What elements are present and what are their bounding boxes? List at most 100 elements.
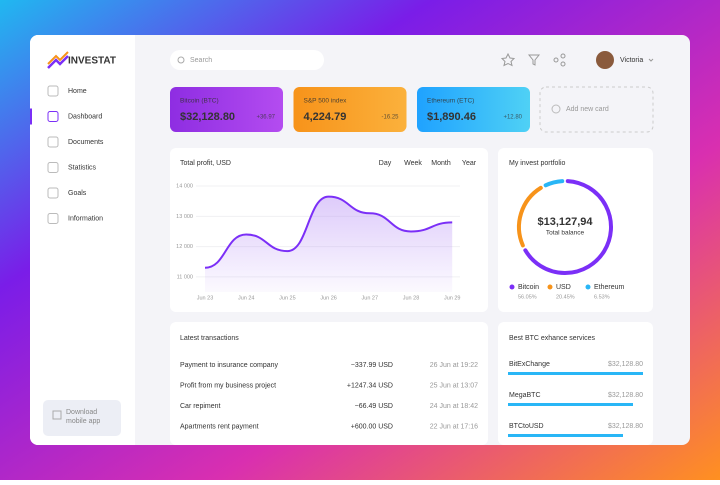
transaction-date: 25 Jun at 13:07 <box>430 382 478 389</box>
y-tick-label: 12 000 <box>176 244 193 250</box>
add-card[interactable] <box>539 86 654 133</box>
x-tick-label: Jun 25 <box>279 295 296 301</box>
y-tick-label: 14 000 <box>176 184 193 190</box>
period-tab[interactable]: Month <box>431 160 451 167</box>
avatar[interactable] <box>596 51 614 69</box>
chart-title: My invest portfolio <box>509 160 566 167</box>
donut-segment <box>523 179 613 275</box>
card[interactable] <box>170 87 283 132</box>
nav-item[interactable]: Goals <box>68 190 87 197</box>
nav-item[interactable]: Home <box>68 88 87 95</box>
x-tick-label: Jun 28 <box>403 295 420 301</box>
user-menu-arrow[interactable] <box>648 58 654 62</box>
x-tick-label: Jun 26 <box>320 295 337 301</box>
legend-label: Ethereum <box>594 284 625 291</box>
nav-icon <box>47 187 59 199</box>
add-card-label: Add new card <box>566 106 609 113</box>
total-label: Total balance <box>546 230 585 237</box>
service-name: BTCtoUSD <box>509 423 544 430</box>
service-price: $32,128.80 <box>608 361 643 368</box>
exchange-bar <box>508 403 633 406</box>
total-value: $13,127,94 <box>537 216 593 228</box>
nav-icon <box>47 85 59 97</box>
card[interactable] <box>293 87 407 132</box>
transaction-amount: −337.99 USD <box>351 362 393 369</box>
user-name[interactable]: Victoria <box>620 57 643 64</box>
x-tick-label: Jun 29 <box>444 295 461 301</box>
legend-dot <box>547 284 553 290</box>
card-change: -16.25 <box>381 115 399 121</box>
transaction-amount: +1247.34 USD <box>347 382 393 389</box>
y-tick-label: 11 000 <box>177 274 193 280</box>
transaction-name: Apartments rent payment <box>180 423 259 430</box>
download-icon <box>52 410 62 420</box>
card-name: Bitcoin (BTC) <box>180 98 219 105</box>
transaction-name: Profit from my business project <box>180 382 276 389</box>
nav-icon <box>47 111 59 122</box>
card-change: +36.97 <box>256 115 275 121</box>
transaction-name: Car repiment <box>180 403 221 410</box>
card[interactable] <box>417 87 530 132</box>
value-label: 6.53% <box>594 294 610 300</box>
exchange-bar <box>508 372 643 375</box>
share-icon[interactable] <box>553 53 566 67</box>
search-icon <box>177 56 185 64</box>
card-name: S&P 500 index <box>304 98 348 105</box>
search-box[interactable] <box>170 50 324 70</box>
nav-item[interactable]: Information <box>68 215 103 222</box>
add-icon <box>551 104 561 114</box>
search-placeholder: Search <box>190 57 212 64</box>
transaction-date: 22 Jun at 17:16 <box>430 423 478 430</box>
transaction-date: 26 Jun at 19:22 <box>430 362 478 369</box>
panel-title: Best BTC exhance services <box>509 335 595 342</box>
download-button[interactable] <box>43 400 121 436</box>
period-tab[interactable]: Day <box>379 160 392 167</box>
legend-dot <box>585 284 591 290</box>
download-box: Download mobile app <box>66 409 100 425</box>
chart-title: Total profit, USD <box>180 160 231 167</box>
nav-icon <box>47 162 59 173</box>
y-tick-label: 13 000 <box>176 214 193 220</box>
nav-item[interactable]: Statistics <box>68 164 97 171</box>
service-name: MegaBTC <box>509 392 541 399</box>
card-name: Ethereum (ETC) <box>427 98 474 105</box>
nav-icon <box>47 136 59 148</box>
exchange-panel <box>498 322 653 445</box>
sidebar <box>30 35 135 445</box>
transaction-date: 24 Jun at 18:42 <box>430 403 478 410</box>
x-tick-label: Jun 24 <box>238 295 255 301</box>
card-value: $1,890.46 <box>427 111 476 123</box>
logo <box>47 55 69 69</box>
service-price: $32,128.80 <box>608 423 643 430</box>
period-tab[interactable]: Week <box>404 160 422 167</box>
legend-label: USD <box>556 284 571 291</box>
logo <box>47 51 69 65</box>
line <box>204 195 453 269</box>
nav-icon <box>47 213 59 224</box>
panel-title: Latest transactions <box>180 335 239 342</box>
card-change: +12.80 <box>503 115 522 121</box>
service-price: $32,128.80 <box>608 392 643 399</box>
donut-segment <box>517 185 543 248</box>
active-indicator <box>30 108 32 125</box>
nav-item[interactable]: Dashboard <box>68 113 102 120</box>
transactions-panel <box>170 322 488 445</box>
x-tick-label: Jun 27 <box>362 295 379 301</box>
period-tab[interactable]: Year <box>462 160 477 167</box>
transaction-amount: +600.00 USD <box>351 423 393 430</box>
service-name: BitExChange <box>509 361 550 368</box>
transaction-name: Payment to insurance company <box>180 362 279 369</box>
star-icon[interactable] <box>500 52 516 67</box>
filter-icon[interactable] <box>527 54 541 66</box>
brand: INVESTAT <box>68 56 116 67</box>
transaction-amount: −66.49 USD <box>355 403 393 410</box>
exchange-bar <box>508 434 623 437</box>
value-label: 56.05% <box>518 294 537 300</box>
donut-segment <box>543 179 565 188</box>
legend-dot <box>509 284 515 290</box>
nav-item[interactable]: Documents <box>68 139 104 146</box>
card-value: 4,224.79 <box>304 111 347 123</box>
line-area <box>205 196 453 292</box>
